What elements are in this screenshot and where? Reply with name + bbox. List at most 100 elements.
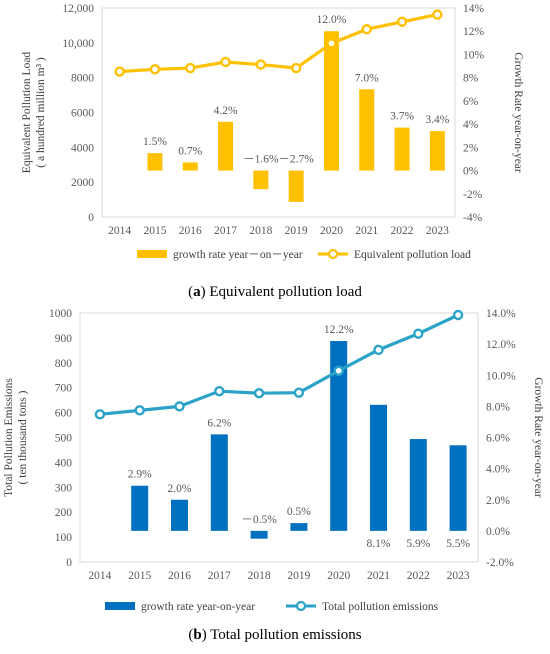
left-tick-label: 1000 (49, 308, 72, 320)
bar-data-label: 2.9% (128, 469, 152, 481)
bar (330, 341, 348, 531)
bar-data-label: 0.5% (287, 506, 311, 518)
line-point (452, 309, 464, 321)
line-point (432, 9, 443, 20)
line-point (220, 56, 231, 68)
left-axis-subtitle: ( a hundred million m³ ) (35, 57, 47, 168)
x-tick-label: 2022 (407, 570, 430, 582)
bar (250, 530, 268, 539)
line-point (326, 38, 337, 49)
legend-bar-label: growth rate year-on-year (141, 601, 255, 613)
caption-b: (b) Total pollution emissions (188, 627, 362, 643)
right-tick-label: 4.0% (486, 464, 510, 476)
bar (449, 445, 467, 531)
right-tick-label: 10.0% (486, 370, 516, 382)
line-point (134, 405, 145, 416)
legend-line-label: Total pollution emissions (322, 601, 439, 613)
legend-bar-swatch (105, 602, 135, 610)
x-tick-label: 2020 (320, 225, 343, 237)
bar (218, 121, 234, 171)
bar (253, 170, 269, 190)
line-point (94, 409, 106, 420)
line-point (361, 24, 372, 35)
plot-area (79, 312, 479, 563)
bar (171, 499, 188, 531)
bar-data-label: 5.5% (446, 538, 470, 550)
x-tick-label: 2018 (248, 570, 271, 582)
chart-equivalent-pollution-load: 0 2000 4000 6000 8000 10,000 12,000 -4% -2% 0% 2% 4… (21, 3, 524, 261)
line-point (255, 59, 267, 70)
bar (131, 485, 149, 531)
line-point (293, 387, 305, 398)
x-tick-label: 2015 (128, 570, 151, 582)
left-tick-label: 0 (88, 212, 94, 224)
bar-data-label: 6.2% (207, 417, 231, 429)
x-tick-label: 2022 (391, 225, 414, 237)
x-tick-label: 2017 (208, 570, 231, 582)
bar-data-label: 12.0% (317, 14, 347, 26)
right-tick-label: 8.0% (486, 401, 510, 413)
left-tick-label: 700 (55, 383, 73, 395)
x-tick-label: 2016 (179, 225, 202, 237)
right-tick-label: 6% (463, 96, 479, 108)
left-axis-title: Equivalent Pollution Load (21, 52, 33, 174)
legend-bar-swatch (137, 250, 167, 258)
bar-data-label: 2.0% (168, 483, 192, 495)
bar-data-label: －0.5% (241, 514, 277, 526)
bar (394, 127, 410, 171)
x-tick-label: 2019 (287, 570, 310, 582)
line-point (396, 16, 408, 27)
right-tick-label: 6.0% (486, 433, 510, 445)
bar-data-label: 8.1% (367, 538, 391, 550)
line-point (333, 365, 344, 376)
line-point (253, 387, 265, 399)
bar (182, 162, 198, 171)
right-tick-label: 14% (463, 3, 485, 15)
legend-line-marker (327, 248, 339, 260)
x-tick-label: 2016 (168, 570, 191, 582)
left-tick-label: 12,000 (62, 3, 94, 15)
left-tick-label: 500 (55, 433, 73, 445)
bar-data-label: 3.7% (390, 111, 414, 123)
right-tick-label: -4% (463, 212, 483, 224)
line-point (174, 401, 185, 412)
left-axis-title: Total Pollution Emissions (3, 378, 15, 497)
left-tick-label: 6000 (71, 108, 94, 120)
right-tick-label: -2.0% (486, 557, 514, 569)
x-tick-label: 2018 (249, 225, 272, 237)
legend-line-label: Equivalent pollution load (354, 249, 471, 261)
left-tick-label: 300 (55, 482, 73, 494)
bar-data-label: 3.4% (425, 114, 449, 126)
bar-data-label: －2.7% (278, 154, 314, 166)
right-axis-title: Growth Rate year-on-year (512, 52, 524, 173)
x-tick-label: 2014 (88, 570, 111, 582)
x-tick-label: 2023 (447, 570, 470, 582)
line-point (214, 385, 225, 397)
left-tick-label: 800 (55, 358, 73, 370)
x-tick-label: 2021 (355, 225, 378, 237)
left-tick-label: 4000 (71, 142, 94, 154)
right-tick-label: 14.0% (486, 308, 516, 320)
bar-data-label: －1.6% (243, 154, 279, 166)
bar (359, 89, 375, 171)
bar (210, 434, 228, 531)
left-tick-label: 200 (55, 507, 73, 519)
x-tick-label: 2014 (108, 225, 131, 237)
bar (370, 404, 387, 531)
x-tick-label: 2019 (285, 225, 308, 237)
right-tick-label: 10% (463, 49, 485, 61)
bar (323, 31, 339, 171)
x-tick-label: 2023 (426, 225, 449, 237)
plot-area (101, 7, 456, 218)
line-point (290, 62, 302, 74)
bar-data-label: 12.2% (324, 324, 354, 336)
right-tick-label: 0% (463, 166, 479, 178)
right-tick-label: 0.0% (486, 526, 510, 538)
right-tick-label: 4% (463, 119, 479, 131)
left-tick-label: 600 (55, 408, 73, 420)
x-tick-label: 2017 (214, 225, 237, 237)
bar-data-label: 5.9% (406, 538, 430, 550)
line-point (149, 64, 161, 75)
bar (147, 153, 163, 171)
left-tick-label: 100 (55, 532, 73, 544)
